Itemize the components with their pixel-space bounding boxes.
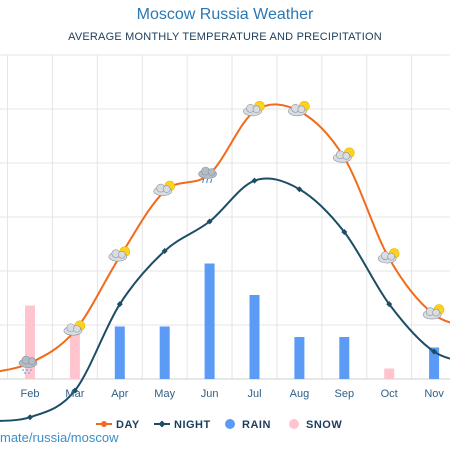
legend-marker-rain [225, 419, 235, 429]
night-temperature-line [0, 177, 450, 422]
rain-bar-jul [249, 295, 260, 379]
night-point-aug [296, 186, 303, 193]
partly-cloudy-icon-sep [332, 147, 355, 163]
rain-bar-sep [339, 337, 350, 379]
partly-cloudy-icon-apr [108, 246, 131, 262]
snow-cloud-icon-feb [18, 355, 38, 375]
legend-label-day: DAY [116, 419, 140, 431]
night-point-feb [27, 414, 33, 421]
rain-cloud-icon-jun [198, 166, 217, 184]
month-label-apr: Apr [111, 388, 128, 400]
month-label-feb: Feb [21, 388, 40, 400]
temperature-lines [0, 103, 450, 422]
month-label-nov: Nov [424, 388, 444, 400]
snow-bar-mar [69, 326, 80, 379]
month-label-mar: Mar [65, 388, 84, 400]
month-label-sep: Sep [335, 388, 355, 400]
night-point-jun [206, 218, 213, 225]
partly-cloudy-icon-oct [377, 248, 400, 264]
rain-bar-apr [114, 326, 125, 379]
month-label-aug: Aug [290, 388, 310, 400]
night-point-nov [431, 348, 438, 355]
partly-cloudy-icon-nov [422, 304, 445, 320]
legend-item-snow[interactable]: SNOW [289, 419, 342, 431]
rain-bar-may [159, 326, 170, 379]
legend-label-rain: RAIN [242, 419, 271, 431]
legend-marker-day [101, 421, 107, 427]
rain-bar-nov [429, 347, 440, 379]
chart-title: Moscow Russia Weather [136, 6, 314, 23]
night-point-may [161, 247, 168, 254]
night-point-mar [71, 387, 78, 394]
partly-cloudy-icon-aug [288, 101, 310, 117]
legend-item-day[interactable]: DAY [96, 419, 140, 431]
legend: DAY NIGHT RAIN SNOW [96, 419, 342, 431]
chart-subtitle: AVERAGE MONTHLY TEMPERATURE AND PRECIPIT… [68, 31, 382, 43]
snow-bar-feb [25, 305, 35, 379]
weather-icons [18, 101, 445, 375]
legend-label-night: NIGHT [174, 419, 211, 431]
month-label-jul: Jul [247, 388, 261, 400]
precipitation-bars [25, 263, 440, 379]
night-point-sep [341, 228, 348, 235]
partly-cloudy-icon-may [153, 180, 175, 196]
legend-marker-snow [289, 419, 299, 429]
month-labels: Feb Mar Apr May Jun Jul Aug Sep Oct Nov [21, 388, 445, 400]
month-label-jun: Jun [201, 388, 219, 400]
legend-label-snow: SNOW [306, 419, 342, 431]
month-label-oct: Oct [381, 388, 398, 400]
snow-bar-oct [384, 368, 395, 379]
partly-cloudy-icon-mar [63, 320, 86, 336]
legend-marker-night [158, 420, 166, 428]
night-point-jul [251, 177, 258, 184]
rain-bar-aug [294, 337, 305, 379]
month-label-may: May [154, 388, 175, 400]
source-link[interactable]: mate/russia/moscow [0, 430, 119, 445]
legend-item-rain[interactable]: RAIN [225, 419, 271, 431]
legend-item-night[interactable]: NIGHT [154, 419, 211, 431]
rain-bar-jun [204, 263, 215, 379]
night-point-apr [116, 301, 123, 308]
night-point-oct [386, 301, 393, 308]
partly-cloudy-icon-jul [243, 101, 265, 117]
gridlines [0, 54, 450, 380]
